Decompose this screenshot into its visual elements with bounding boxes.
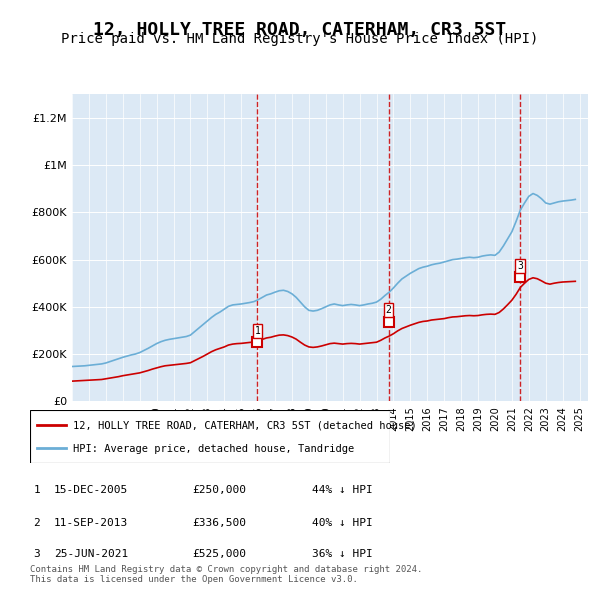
- Text: £336,500: £336,500: [192, 518, 246, 527]
- Text: 11-SEP-2013: 11-SEP-2013: [54, 518, 128, 527]
- Text: 12, HOLLY TREE ROAD, CATERHAM, CR3 5ST: 12, HOLLY TREE ROAD, CATERHAM, CR3 5ST: [94, 21, 506, 39]
- Text: 44% ↓ HPI: 44% ↓ HPI: [312, 486, 373, 495]
- Text: 15-DEC-2005: 15-DEC-2005: [54, 486, 128, 495]
- Text: 25-JUN-2021: 25-JUN-2021: [54, 549, 128, 559]
- Text: £525,000: £525,000: [192, 549, 246, 559]
- Text: 36% ↓ HPI: 36% ↓ HPI: [312, 549, 373, 559]
- Text: 12, HOLLY TREE ROAD, CATERHAM, CR3 5ST (detached house): 12, HOLLY TREE ROAD, CATERHAM, CR3 5ST (…: [73, 421, 417, 431]
- Text: Price paid vs. HM Land Registry's House Price Index (HPI): Price paid vs. HM Land Registry's House …: [61, 32, 539, 47]
- Text: 2: 2: [33, 518, 40, 527]
- Text: 1: 1: [254, 326, 260, 336]
- Text: 40% ↓ HPI: 40% ↓ HPI: [312, 518, 373, 527]
- Text: HPI: Average price, detached house, Tandridge: HPI: Average price, detached house, Tand…: [73, 444, 355, 454]
- Text: 2: 2: [386, 305, 391, 315]
- Text: 3: 3: [33, 549, 40, 559]
- Text: Contains HM Land Registry data © Crown copyright and database right 2024.
This d: Contains HM Land Registry data © Crown c…: [30, 565, 422, 584]
- Text: 1: 1: [33, 486, 40, 495]
- Text: £250,000: £250,000: [192, 486, 246, 495]
- Text: 3: 3: [517, 261, 523, 271]
